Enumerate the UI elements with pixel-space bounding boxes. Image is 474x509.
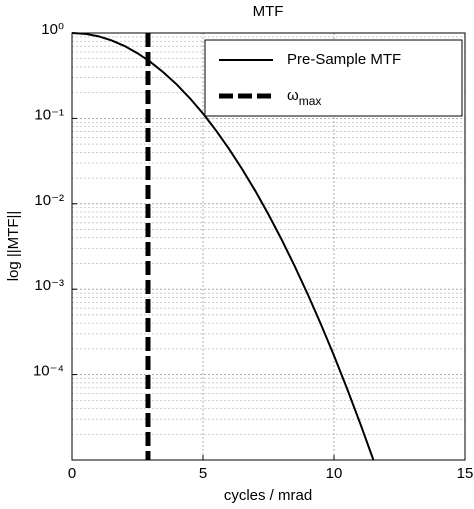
legend-label: Pre-Sample MTF [287, 51, 401, 68]
y-tick-label: 10⁻³ [34, 277, 64, 294]
x-tick-label: 15 [457, 465, 474, 482]
chart-title: MTF [253, 3, 284, 20]
y-tick-label: 10⁻¹ [34, 106, 64, 123]
line-series [71, 32, 375, 460]
legend [204, 39, 463, 117]
x-tick-label: 5 [199, 465, 207, 482]
legend-label-part: ω [287, 87, 299, 104]
x-axis-label: cycles / mrad [224, 487, 312, 504]
y-tick-label: 10⁻⁴ [33, 363, 64, 380]
y-tick-label: 10⁰ [41, 21, 64, 38]
y-tick-label: 10⁻² [34, 192, 64, 209]
legend-label: ωmax [287, 87, 321, 108]
x-tick-label: 0 [68, 465, 76, 482]
y-axis-label: log ||MTF|| [5, 211, 22, 282]
plot-frame [71, 32, 466, 461]
legend-label-sub: max [299, 94, 322, 108]
x-tick-label: 10 [326, 465, 343, 482]
